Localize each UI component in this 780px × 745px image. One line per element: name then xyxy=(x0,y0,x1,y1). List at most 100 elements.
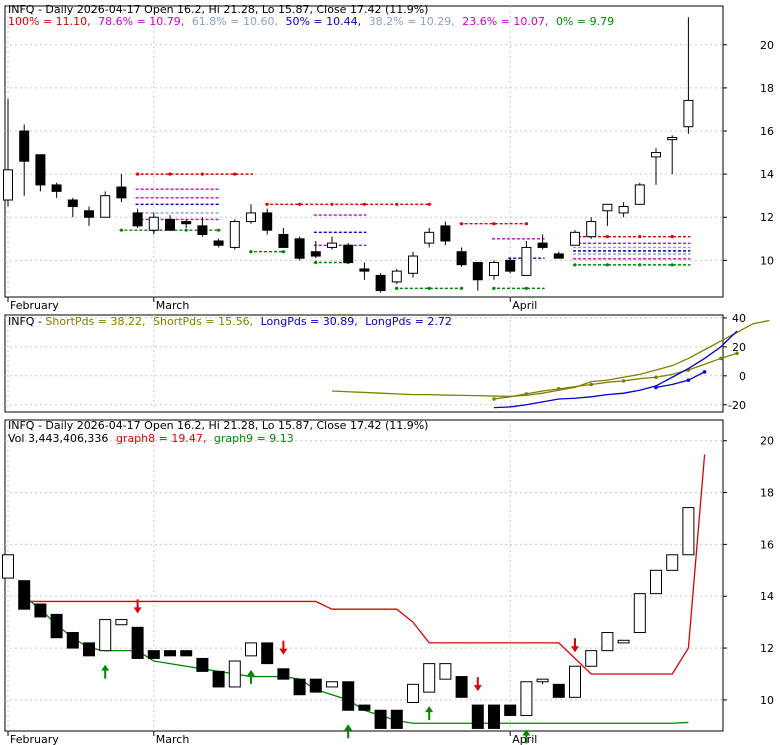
fib-level-dot xyxy=(217,228,221,232)
fib-level-dot xyxy=(670,263,674,267)
panel3-title: INFQ - Daily 2026-04-17 Open 16.2, Hi 21… xyxy=(8,419,428,432)
candle-down xyxy=(67,199,78,207)
candle-up xyxy=(633,593,646,634)
fib-100-label: 100% = 11.10, xyxy=(8,15,91,28)
panel3-x-axis: February March April xyxy=(7,731,537,745)
buy-arrow xyxy=(344,724,353,731)
panel3-y-axis: 10 12 14 16 18 20 xyxy=(723,435,774,707)
fib-level-dot xyxy=(492,286,496,290)
candle-down xyxy=(19,130,30,162)
fib-level-dot xyxy=(605,263,610,267)
y-tick-label: 20 xyxy=(732,341,746,354)
longpds-1-label: LongPds = 30.89, xyxy=(261,315,358,328)
candle-up xyxy=(682,507,695,556)
fib-level-dot xyxy=(119,228,123,232)
fib-786-label: 78.6% = 10.79, xyxy=(98,15,184,28)
fib-level-dot xyxy=(136,172,140,176)
buy-arrow xyxy=(522,729,531,736)
candle-down xyxy=(553,253,564,259)
y-tick-label: 12 xyxy=(760,642,774,655)
fib-level-dot xyxy=(395,202,399,206)
fib-level-dot xyxy=(200,172,204,176)
candle-up xyxy=(634,184,645,205)
fib-236-label: 23.6% = 10.07, xyxy=(462,15,548,28)
y-tick-label: 0 xyxy=(739,370,746,383)
x-tick-label: February xyxy=(10,299,59,312)
fib-level-dot xyxy=(330,202,334,206)
y-tick-label: 40 xyxy=(732,312,746,325)
buy-arrow xyxy=(101,664,110,671)
candle-down xyxy=(310,251,321,257)
candle-down xyxy=(309,678,322,693)
fib-level-dot xyxy=(249,250,253,254)
candle-up xyxy=(228,660,241,688)
series-dot xyxy=(719,356,723,361)
fib-level-dot xyxy=(168,172,172,176)
candle-up xyxy=(100,195,111,218)
candle-down xyxy=(278,233,289,248)
buy-arrow xyxy=(425,706,434,713)
candle-up xyxy=(667,136,678,141)
candle-up xyxy=(602,203,613,212)
y-tick-label: 12 xyxy=(760,211,774,224)
candle-down xyxy=(456,251,467,266)
candle-up xyxy=(245,642,257,657)
fib-level-dot xyxy=(524,286,529,290)
fib-level-dot xyxy=(638,263,642,267)
panel1-title: INFQ - Daily 2026-04-17 Open 16.2, Hi 21… xyxy=(8,3,428,16)
panel2-frame xyxy=(4,314,724,413)
candle-down xyxy=(488,704,500,729)
candle-down xyxy=(164,650,176,657)
series-line-shortpds xyxy=(493,352,738,400)
candle-down xyxy=(196,657,209,672)
x-tick-label: March xyxy=(156,299,190,312)
candle-up xyxy=(520,681,533,716)
candle-up xyxy=(569,665,581,698)
sell-arrow xyxy=(133,607,142,614)
candle-down xyxy=(455,676,468,698)
candle-down xyxy=(212,670,225,688)
candle-up xyxy=(407,683,419,703)
candle-up xyxy=(229,221,240,248)
y-tick-label: -20 xyxy=(728,399,746,412)
candle-down xyxy=(180,650,193,657)
volume-label: Vol 3,443,406,336 xyxy=(8,432,108,445)
fib-level-dot xyxy=(281,250,285,254)
candle-down xyxy=(277,668,290,680)
series-dot xyxy=(702,370,707,374)
candle-down xyxy=(51,184,62,192)
fib-level-dot xyxy=(605,235,610,239)
series-dot xyxy=(524,392,529,396)
candle-down xyxy=(358,704,371,711)
candle-down xyxy=(132,212,143,227)
fib-level-dot xyxy=(670,235,674,239)
fib-level-dot xyxy=(427,286,431,290)
x-tick-label: April xyxy=(512,299,537,312)
candle-down xyxy=(165,218,175,231)
x-tick-label: February xyxy=(10,733,59,745)
candle-up xyxy=(521,246,532,276)
candle-down xyxy=(83,642,95,657)
panel1-x-axis: February March April xyxy=(7,297,537,312)
fib-level-dot xyxy=(265,202,269,206)
fib-level-dot xyxy=(460,222,464,226)
series-dot xyxy=(492,397,496,401)
series-dot xyxy=(589,382,593,387)
candle-down xyxy=(342,681,355,711)
fib-0-label: 0% = 9.79 xyxy=(556,15,614,28)
candle-down xyxy=(131,626,144,659)
y-tick-label: 20 xyxy=(760,39,774,52)
candle-up xyxy=(617,639,630,644)
candle-up xyxy=(326,681,338,688)
candle-up xyxy=(246,212,256,223)
x-tick-label: April xyxy=(512,733,537,745)
fib-level-dot xyxy=(524,222,529,226)
panel3-frame xyxy=(4,419,724,732)
candle-up xyxy=(423,663,436,693)
candle-down xyxy=(343,244,354,264)
series-dot xyxy=(557,387,561,391)
y-tick-label: 18 xyxy=(760,82,774,95)
candle-down xyxy=(84,210,94,218)
y-tick-label: 16 xyxy=(760,125,774,138)
